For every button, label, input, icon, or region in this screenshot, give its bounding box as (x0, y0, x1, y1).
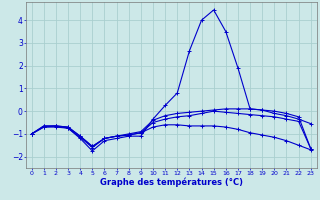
X-axis label: Graphe des températures (°C): Graphe des températures (°C) (100, 177, 243, 187)
